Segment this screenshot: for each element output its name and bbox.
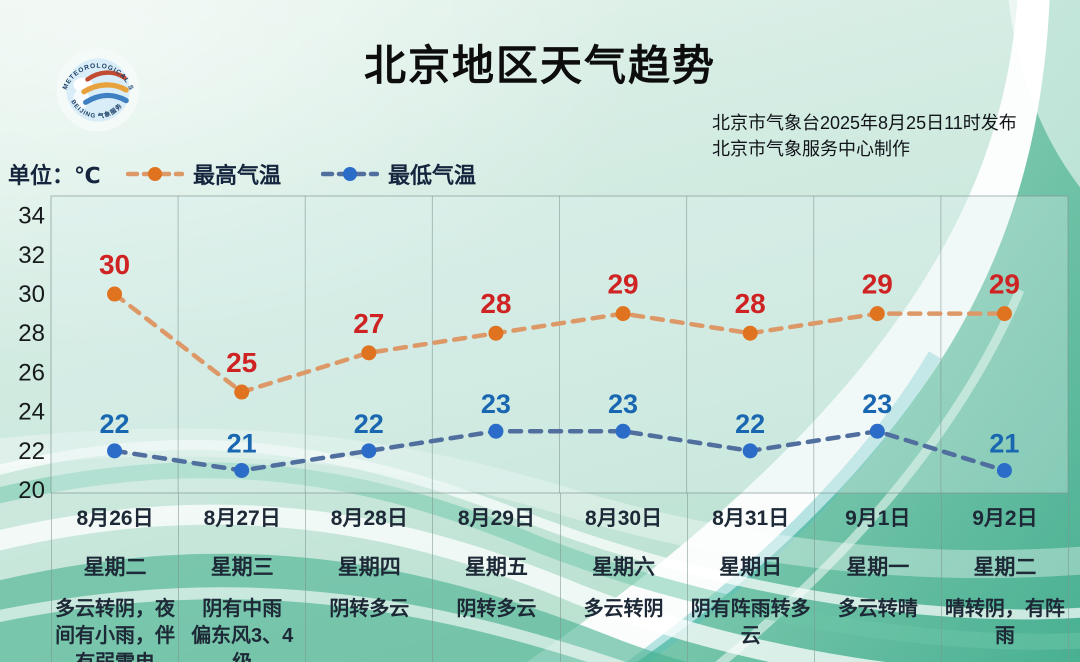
y-axis-tick-label: 32 — [18, 242, 45, 269]
publisher-line-1: 北京市气象台2025年8月25日11时发布 — [712, 113, 1017, 133]
day-date: 8月26日 — [76, 507, 154, 530]
day-column: 8月29日 星期五 阴转多云 — [433, 493, 561, 662]
logo-red-stripe — [85, 70, 127, 82]
high-temp-line — [112, 291, 1007, 395]
day-weather: 阴转多云 — [456, 598, 537, 620]
high-temp-point — [361, 345, 377, 361]
high-temp-value-label: 30 — [99, 249, 130, 280]
day-date: 8月29日 — [457, 507, 535, 530]
high-temp-value-label: 29 — [989, 269, 1020, 300]
low-temp-point — [107, 443, 123, 459]
y-axis-tick-label: 22 — [18, 438, 45, 465]
publisher-info: 北京市气象台2025年8月25日11时发布 北京市气象服务中心制作 — [712, 110, 1072, 162]
day-weather: 阴有中雨 偏东风3、4级 — [191, 598, 294, 662]
legend-item-high-temp: 最高气温 — [126, 158, 281, 190]
day-date: 9月1日 — [845, 507, 911, 530]
day-date: 8月28日 — [330, 507, 408, 530]
day-weekday: 星期六 — [592, 556, 656, 579]
day-weather: 阴转多云 — [329, 598, 410, 620]
low-temp-value-label: 23 — [862, 389, 892, 419]
publisher-line-2: 北京市气象服务中心制作 — [712, 139, 910, 159]
day-date: 8月31日 — [712, 507, 790, 530]
high-temp-value-label: 28 — [480, 288, 511, 319]
day-column: 8月30日 星期六 多云转阴 — [561, 493, 688, 662]
low-temp-point — [234, 462, 250, 478]
legend-label-low-temp: 最低气温 — [388, 163, 477, 188]
low-temp-value-label: 21 — [227, 428, 257, 458]
y-axis-tick-label: 30 — [18, 281, 45, 308]
y-axis-tick-label: 26 — [18, 359, 45, 386]
low-temp-value-label: 23 — [481, 389, 511, 419]
high-temp-value-label: 29 — [862, 269, 893, 300]
day-column: 9月2日 星期二 晴转阴，有阵雨 — [942, 493, 1069, 662]
low-temp-value-label: 22 — [735, 409, 765, 439]
high-temp-line-marker-icon — [126, 167, 184, 181]
day-date: 8月27日 — [203, 507, 281, 530]
day-weather: 多云转阴 — [583, 598, 664, 620]
unit-label: 单位：℃ — [8, 163, 101, 188]
day-label-grid: 8月26日 星期二 多云转阴，夜间有小雨，伴有弱雷电 8月27日 星期三 阴有中… — [51, 493, 1069, 662]
day-weather: 多云转晴 — [837, 598, 918, 620]
day-weather: 阴有阵雨转多云 — [690, 598, 811, 647]
logo-orange-stripe — [81, 82, 129, 95]
day-date: 9月2日 — [972, 507, 1038, 530]
high-temp-value-label: 25 — [226, 347, 257, 378]
low-temp-line — [112, 428, 1007, 473]
meteorological-service-logo: METEOROLOGICAL SERVICE BEIJING 气象服务 — [54, 46, 140, 132]
low-temp-value-label: 21 — [989, 428, 1019, 458]
y-axis-tick-label: 34 — [18, 203, 45, 230]
high-temp-point — [107, 286, 123, 302]
low-temp-value-label: 22 — [100, 409, 130, 439]
page-title: 北京地区天气趋势 — [363, 42, 716, 89]
day-weekday: 星期二 — [973, 556, 1037, 579]
day-weekday: 星期三 — [210, 556, 274, 579]
high-temp-point — [742, 325, 758, 341]
legend-label-high-temp: 最高气温 — [193, 163, 282, 188]
high-temp-value-label: 29 — [607, 269, 638, 300]
day-weekday: 星期二 — [83, 556, 147, 579]
low-temp-point — [996, 462, 1012, 478]
day-date: 8月30日 — [585, 507, 663, 530]
low-temp-line-marker-icon — [321, 167, 380, 181]
day-weekday: 星期五 — [464, 556, 528, 579]
day-weekday: 星期一 — [846, 556, 910, 579]
high-temp-value-label: 28 — [735, 288, 766, 319]
high-temp-point — [869, 306, 885, 322]
low-temp-point — [742, 443, 758, 459]
day-weekday: 星期日 — [719, 556, 783, 579]
y-axis-tick-label: 28 — [18, 320, 45, 347]
y-axis-tick-label: 24 — [18, 399, 45, 426]
high-temp-value-label: 27 — [353, 308, 384, 339]
day-weekday: 星期四 — [337, 556, 401, 579]
high-temp-point — [488, 325, 504, 341]
low-temp-value-label: 22 — [354, 409, 384, 439]
day-column: 8月31日 星期日 阴有阵雨转多云 — [688, 493, 815, 662]
day-weather: 晴转阴，有阵雨 — [944, 598, 1065, 647]
high-temp-point — [996, 306, 1012, 322]
day-column: 8月27日 星期三 阴有中雨 偏东风3、4级 — [179, 493, 307, 662]
legend: 最高气温 最低气温 — [126, 158, 476, 190]
high-temp-point — [234, 384, 250, 400]
high-temp-point — [615, 306, 631, 322]
day-column: 8月28日 星期四 阴转多云 — [306, 493, 434, 662]
day-column: 9月1日 星期一 多云转晴 — [815, 493, 942, 662]
day-weather: 多云转阴，夜间有小雨，伴有弱雷电 — [55, 598, 176, 662]
low-temp-point — [869, 423, 885, 439]
y-axis-tick-label: 20 — [18, 477, 45, 504]
low-temp-value-label: 23 — [608, 389, 638, 419]
low-temp-point — [488, 423, 504, 439]
logo-blue-stripe — [83, 92, 129, 105]
low-temp-point — [361, 443, 377, 459]
day-column: 8月26日 星期二 多云转阴，夜间有小雨，伴有弱雷电 — [52, 493, 180, 662]
legend-item-low-temp: 最低气温 — [321, 158, 476, 190]
low-temp-point — [615, 423, 631, 439]
